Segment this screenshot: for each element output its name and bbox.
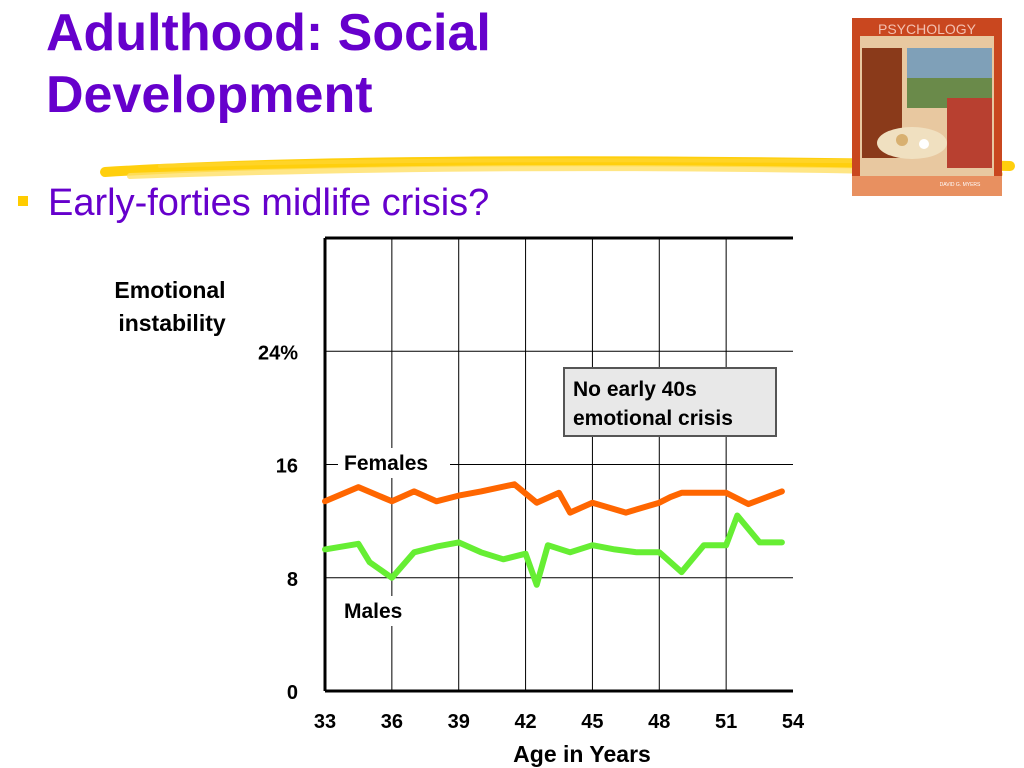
x-axis-label: Age in Years	[513, 741, 651, 767]
series-line-males	[322, 512, 785, 588]
series-label-females: Females	[344, 452, 428, 475]
series-label-bg-males	[338, 596, 450, 626]
slide-title: Adulthood: Social Development	[46, 2, 491, 126]
y-tick-label-8: 8	[287, 569, 298, 591]
y-axis-label-line-1: Emotional	[114, 277, 225, 303]
psychology-book-cover: PSYCHOLOGY DAVID G. MYERS	[852, 18, 1002, 196]
book-cover-author: DAVID G. MYERS	[940, 182, 981, 188]
slide-title-line-2: Development	[46, 66, 373, 124]
book-cover-title: PSYCHOLOGY	[878, 21, 977, 37]
annotation-line-1: No early 40s	[573, 378, 697, 401]
y-axis-label-line-2: instability	[118, 310, 226, 336]
chart-grid	[325, 238, 793, 691]
x-tick-label-48: 48	[648, 711, 670, 733]
chart-axes	[323, 236, 793, 693]
bullet-marker	[18, 196, 28, 206]
series-label-males: Males	[344, 600, 402, 623]
y-tick-label-0: 0	[287, 682, 298, 704]
chart-series: Females Males	[322, 448, 785, 626]
x-tick-label-39: 39	[448, 711, 470, 733]
series-label-bg-females	[338, 448, 450, 478]
x-tick-label-42: 42	[514, 711, 536, 733]
y-tick-label-16: 16	[276, 456, 298, 478]
chart-labels: Emotional instability Age in Years 33 36 3…	[114, 277, 805, 767]
series-line-females	[322, 481, 785, 516]
x-tick-label-45: 45	[581, 711, 603, 733]
x-tick-label-54: 54	[782, 711, 805, 733]
x-tick-label-51: 51	[715, 711, 737, 733]
x-tick-label-36: 36	[381, 711, 403, 733]
annotation-box: No early 40s emotional crisis	[563, 367, 777, 437]
y-tick-label-24: 24%	[258, 342, 298, 364]
annotation-line-2: emotional crisis	[573, 407, 733, 430]
x-tick-label-33: 33	[314, 711, 336, 733]
bullet-text: Early-forties midlife crisis?	[48, 182, 490, 224]
slide-title-line-1: Adulthood: Social	[46, 4, 491, 62]
